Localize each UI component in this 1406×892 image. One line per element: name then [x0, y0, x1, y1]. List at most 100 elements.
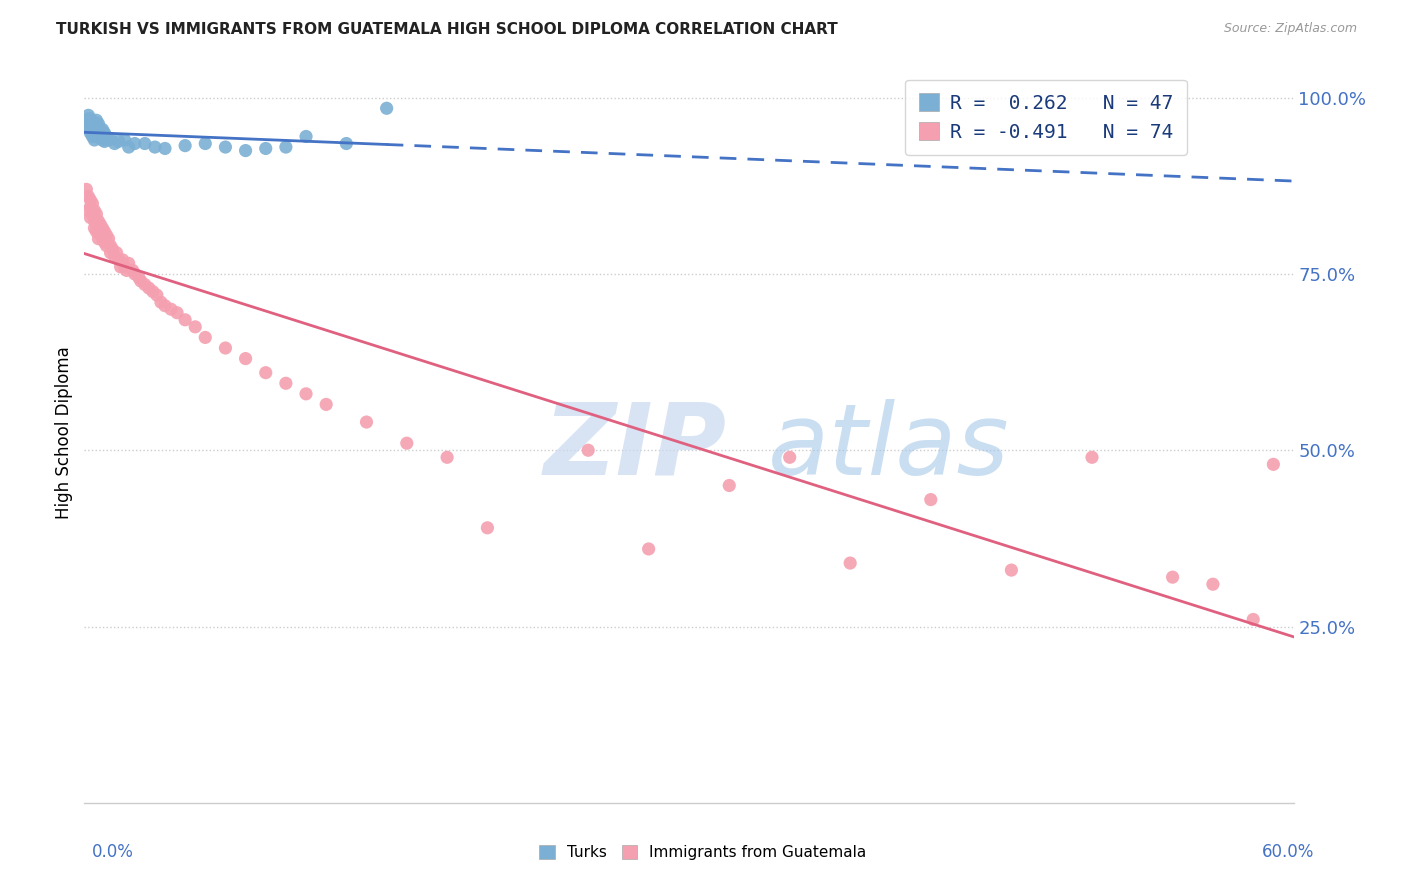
Text: TURKISH VS IMMIGRANTS FROM GUATEMALA HIGH SCHOOL DIPLOMA CORRELATION CHART: TURKISH VS IMMIGRANTS FROM GUATEMALA HIG… — [56, 22, 838, 37]
Point — [93, 225, 115, 239]
Point — [214, 140, 236, 154]
Legend: R =  0.262   N = 47, R = -0.491   N = 74: R = 0.262 N = 47, R = -0.491 N = 74 — [905, 79, 1187, 155]
Point — [143, 140, 166, 154]
Point — [96, 239, 118, 253]
Point — [166, 306, 188, 320]
Point — [91, 122, 114, 136]
Point — [214, 341, 236, 355]
Point — [75, 182, 97, 196]
Point — [637, 541, 659, 556]
Point — [160, 302, 183, 317]
Point — [920, 492, 942, 507]
Point — [1241, 612, 1264, 626]
Point — [718, 478, 741, 492]
Point — [107, 252, 129, 267]
Point — [86, 122, 108, 136]
Point — [79, 112, 101, 126]
Point — [86, 113, 108, 128]
Point — [89, 131, 111, 145]
Point — [86, 129, 108, 144]
Point — [839, 556, 862, 570]
Point — [93, 235, 115, 250]
Point — [274, 140, 297, 154]
Text: Source: ZipAtlas.com: Source: ZipAtlas.com — [1223, 22, 1357, 36]
Point — [87, 128, 110, 142]
Point — [82, 120, 104, 135]
Point — [77, 112, 100, 126]
Point — [194, 136, 217, 151]
Point — [100, 245, 122, 260]
Point — [254, 366, 277, 380]
Point — [1202, 577, 1225, 591]
Point — [104, 249, 127, 263]
Point — [105, 245, 128, 260]
Point — [100, 239, 122, 253]
Point — [153, 141, 176, 155]
Point — [86, 218, 108, 232]
Point — [75, 119, 97, 133]
Point — [77, 189, 100, 203]
Point — [77, 203, 100, 218]
Point — [134, 136, 156, 151]
Point — [87, 225, 110, 239]
Point — [82, 115, 104, 129]
Point — [254, 141, 277, 155]
Point — [91, 133, 114, 147]
Point — [93, 135, 115, 149]
Point — [83, 203, 105, 218]
Point — [82, 196, 104, 211]
Point — [477, 521, 499, 535]
Point — [315, 397, 337, 411]
Point — [146, 288, 169, 302]
Point — [121, 263, 143, 277]
Point — [395, 436, 418, 450]
Point — [77, 108, 100, 122]
Text: atlas: atlas — [768, 399, 1010, 496]
Point — [82, 207, 104, 221]
Point — [134, 277, 156, 292]
Point — [79, 211, 101, 225]
Point — [118, 140, 141, 154]
Point — [91, 221, 114, 235]
Point — [142, 285, 165, 299]
Point — [274, 376, 297, 391]
Text: 60.0%: 60.0% — [1263, 843, 1315, 861]
Point — [174, 313, 197, 327]
Point — [89, 218, 111, 232]
Point — [118, 256, 141, 270]
Point — [79, 200, 101, 214]
Point — [96, 228, 118, 243]
Point — [100, 131, 122, 145]
Point — [77, 115, 100, 129]
Point — [83, 133, 105, 147]
Point — [79, 193, 101, 207]
Point — [93, 126, 115, 140]
Point — [194, 330, 217, 344]
Point — [576, 443, 599, 458]
Point — [335, 136, 357, 151]
Point — [129, 274, 152, 288]
Point — [87, 232, 110, 246]
Point — [96, 129, 118, 144]
Point — [97, 133, 120, 147]
Point — [436, 450, 458, 465]
Point — [87, 120, 110, 135]
Point — [86, 225, 108, 239]
Point — [83, 122, 105, 136]
Point — [356, 415, 378, 429]
Point — [1263, 458, 1285, 472]
Point — [153, 299, 176, 313]
Point — [79, 119, 101, 133]
Point — [779, 450, 801, 465]
Point — [110, 260, 132, 274]
Point — [82, 129, 104, 144]
Point — [235, 144, 257, 158]
Point — [124, 136, 146, 151]
Point — [149, 295, 172, 310]
Point — [97, 232, 120, 246]
Point — [83, 221, 105, 235]
Point — [83, 115, 105, 129]
Point — [107, 135, 129, 149]
Point — [184, 319, 207, 334]
Point — [295, 129, 318, 144]
